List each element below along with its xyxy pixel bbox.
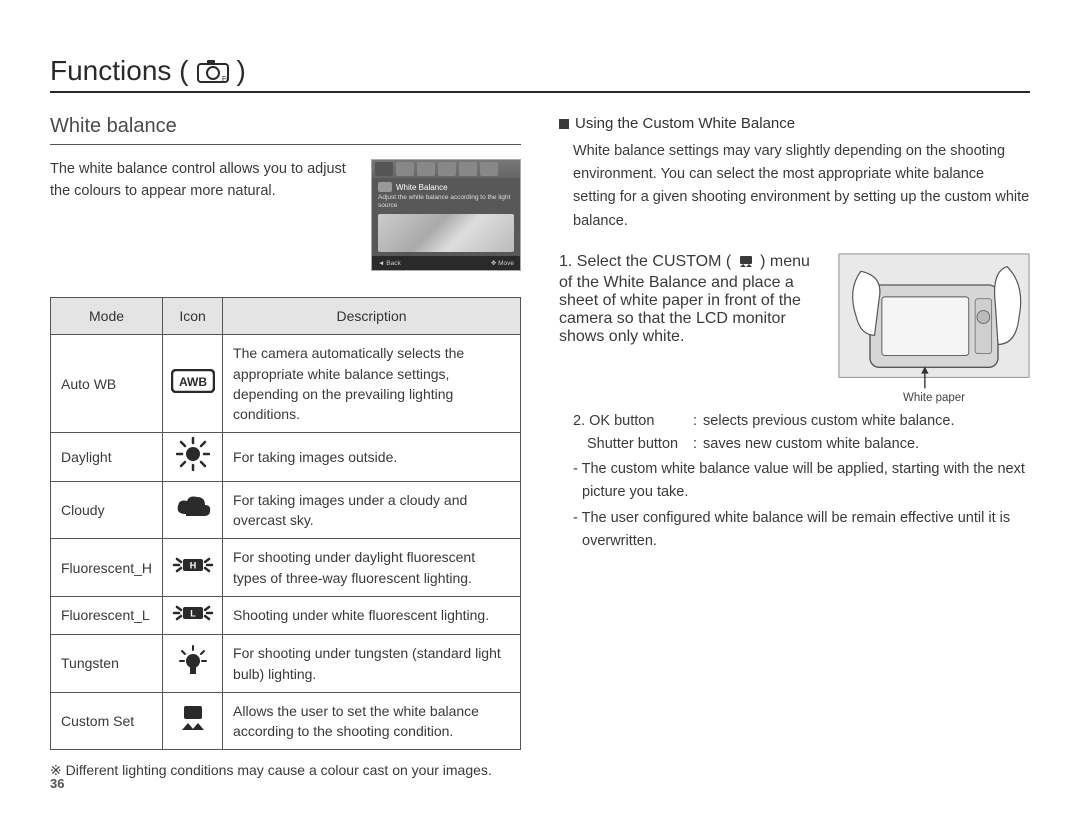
right-column: Using the Custom White Balance White bal…: [559, 115, 1030, 779]
custom-icon-inline: [737, 256, 759, 273]
lcd-hint: Adjust the white balance according to th…: [378, 194, 514, 210]
bullet-2: - The user configured white balance will…: [573, 507, 1030, 553]
table-row: Auto WB AWB The camera automatically selec…: [51, 335, 521, 433]
desc-cell: The camera automatically selects the app…: [223, 335, 521, 433]
table-row: Daylight For taking images outside.: [51, 433, 521, 481]
title-prefix: Functions (: [50, 55, 189, 87]
step-2: 2. OK button : selects previous custom w…: [573, 410, 1030, 433]
lcd-back: Back: [386, 260, 400, 267]
svg-text:H: H: [189, 561, 196, 571]
fluoH-icon: H: [163, 539, 223, 597]
th-icon: Icon: [163, 298, 223, 335]
mode-cell: Cloudy: [51, 481, 163, 539]
desc-cell: For shooting under tungsten (standard li…: [223, 635, 521, 693]
desc-cell: Allows the user to set the white balance…: [223, 692, 521, 750]
shutter-value: saves new custom white balance.: [703, 433, 919, 456]
lcd-label: White Balance: [396, 183, 448, 192]
mode-cell: Custom Set: [51, 692, 163, 750]
footnote: ※ Different lighting conditions may caus…: [50, 762, 521, 779]
desc-cell: For taking images outside.: [223, 433, 521, 481]
step2-label: 2. OK button: [573, 410, 693, 433]
svg-text:AWB: AWB: [179, 375, 207, 389]
mode-cell: Tungsten: [51, 635, 163, 693]
mode-cell: Daylight: [51, 433, 163, 481]
camera-fn-icon: Fn: [197, 59, 229, 83]
awb-icon: AWB: [163, 335, 223, 433]
sun-icon: [163, 433, 223, 481]
table-row: Fluorescent_H H For shooting under dayligh…: [51, 539, 521, 597]
left-column: White balance The white balance control …: [50, 115, 521, 779]
illustration-caption: White paper: [838, 392, 1030, 404]
wb-table: Mode Icon Description Auto WB AWB The came…: [50, 297, 521, 750]
lcd-move: Move: [498, 260, 514, 267]
desc-cell: For shooting under daylight fluorescent …: [223, 539, 521, 597]
lcd-preview: White Balance Adjust the white balance a…: [371, 159, 521, 271]
sub-heading: Using the Custom White Balance: [559, 115, 1030, 132]
step2-value: selects previous custom white balance.: [703, 410, 954, 433]
step-1: 1. Select the CUSTOM ( ) menu of the Whi…: [559, 253, 824, 404]
svg-text:Fn: Fn: [222, 76, 229, 83]
table-row: Cloudy For taking images under a cloudy a…: [51, 481, 521, 539]
mode-cell: Fluorescent_L: [51, 596, 163, 634]
mode-cell: Auto WB: [51, 335, 163, 433]
th-desc: Description: [223, 298, 521, 335]
th-mode: Mode: [51, 298, 163, 335]
intro-text: The white balance control allows you to …: [50, 159, 359, 271]
step1-a: 1. Select the CUSTOM (: [559, 253, 731, 270]
cloud-icon: [163, 481, 223, 539]
bullet-1: - The custom white balance value will be…: [573, 458, 1030, 504]
section-title: White balance: [50, 115, 521, 145]
table-row: Fluorescent_L L Shooting under white fluor…: [51, 596, 521, 634]
camera-illustration: White paper: [838, 253, 1030, 404]
shutter-label: Shutter button: [573, 433, 693, 456]
title-suffix: ): [237, 55, 246, 87]
custom-icon: [163, 692, 223, 750]
sub-heading-text: Using the Custom White Balance: [575, 115, 795, 132]
mode-cell: Fluorescent_H: [51, 539, 163, 597]
custom-wb-paragraph: White balance settings may vary slightly…: [573, 140, 1030, 233]
desc-cell: Shooting under white fluorescent lightin…: [223, 596, 521, 634]
shutter-row: Shutter button : saves new custom white …: [573, 433, 1030, 456]
page-number: 36: [50, 776, 64, 791]
table-row: Custom Set Allows the user to set the whi…: [51, 692, 521, 750]
desc-cell: For taking images under a cloudy and ove…: [223, 481, 521, 539]
svg-text:L: L: [190, 608, 196, 618]
table-row: Tungsten For shooting under tungsten (sta…: [51, 635, 521, 693]
fluoL-icon: L: [163, 596, 223, 634]
tungsten-icon: [163, 635, 223, 693]
page-title: Functions ( Fn ): [50, 55, 1030, 93]
